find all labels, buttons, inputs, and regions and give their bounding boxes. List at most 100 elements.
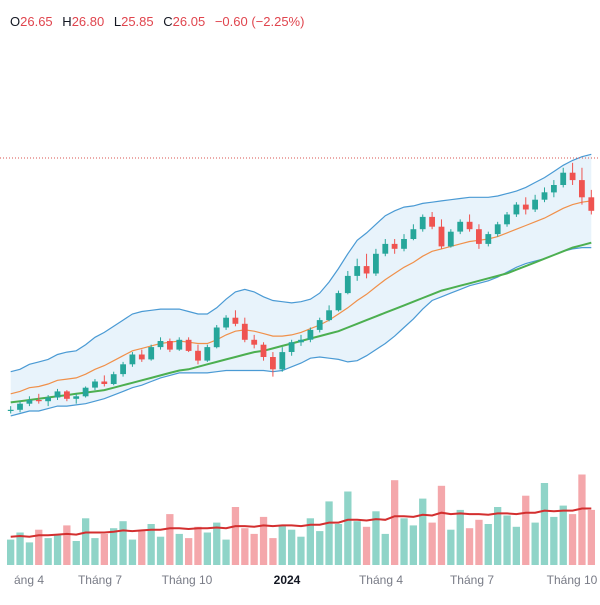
volume-bar: [409, 525, 417, 565]
candle-body: [223, 317, 229, 328]
volume-bar: [559, 505, 567, 565]
candle-body: [410, 229, 417, 239]
volume-bar: [25, 542, 34, 565]
volume-bar: [156, 536, 165, 565]
volume-bar: [185, 538, 193, 565]
candle-body: [129, 354, 136, 365]
candle-body: [176, 339, 183, 350]
volume-bar: [7, 539, 15, 565]
close-value: 26.05: [172, 14, 206, 29]
volume-ma-line: [10, 507, 592, 538]
volume-bar: [138, 531, 146, 565]
volume-bar: [587, 509, 595, 565]
candle-body: [82, 387, 89, 397]
candle-body: [307, 329, 314, 340]
bollinger-fill-area: [10, 154, 592, 416]
volume-bar: [53, 535, 62, 565]
volume-bar: [259, 516, 268, 565]
candle-body: [26, 400, 33, 404]
candle-body: [522, 204, 529, 210]
candle-body: [326, 310, 332, 321]
candle-body: [213, 327, 220, 348]
candle-body: [447, 231, 454, 247]
x-tick-label: 2024: [274, 573, 301, 587]
volume-bar: [540, 483, 549, 565]
candle-body: [391, 243, 398, 249]
candle-body: [92, 381, 98, 388]
candle-body: [344, 275, 351, 294]
candle-body: [7, 409, 14, 411]
candle-body: [35, 400, 42, 402]
candle-body: [17, 403, 23, 410]
candle-body: [251, 339, 258, 345]
candle-body: [532, 199, 538, 210]
open-label: O: [10, 14, 21, 29]
candle-body: [270, 357, 276, 370]
candle-body: [438, 226, 445, 247]
candle-body: [185, 339, 192, 351]
price-change: −0.60 (−2.25%): [214, 14, 305, 29]
candle-body: [419, 216, 426, 230]
candle-body: [167, 341, 173, 350]
candle-body: [54, 391, 61, 398]
low-label: L: [113, 14, 122, 29]
volume-bar: [391, 480, 399, 565]
x-tick-label: áng 4: [14, 573, 44, 587]
volume-bar: [213, 522, 221, 565]
volume-bar: [82, 518, 90, 565]
candle-body: [373, 253, 379, 274]
candle-body: [110, 374, 117, 384]
ohlc-legend: O26.65 H26.80 L25.85 C26.05 −0.60 (−2.25…: [10, 14, 304, 29]
volume-bar: [428, 522, 436, 565]
bollinger-lower-line: [10, 247, 592, 417]
bollinger-upper-line: [10, 153, 592, 373]
volume-bar: [578, 474, 586, 565]
candle-body: [120, 364, 126, 375]
candle-body: [298, 339, 304, 343]
x-tick-label: Tháng 7: [78, 573, 122, 587]
volume-bar: [372, 511, 380, 565]
volume-bar: [110, 528, 118, 565]
volume-bar: [550, 516, 558, 565]
candle-body: [588, 197, 595, 211]
candles: [7, 162, 595, 414]
candle-body: [513, 204, 520, 215]
volume-bar: [288, 529, 296, 565]
close-label: C: [163, 14, 173, 29]
volume-bar: [325, 501, 333, 565]
volume-bar: [91, 538, 99, 565]
candle-body: [494, 224, 501, 235]
candle-body: [260, 344, 267, 357]
x-axis: áng 4 Tháng 7 Tháng 10 2024 Tháng 4 Tháng 7 Th…: [14, 573, 598, 587]
volume-bar: [175, 533, 183, 565]
volume-bar: [344, 491, 352, 565]
candle-body: [316, 320, 323, 330]
bollinger-band-lines: [10, 153, 592, 417]
candle-body: [541, 192, 548, 200]
low-value: 25.85: [121, 14, 154, 29]
volume-bar: [512, 526, 520, 565]
candle-body: [560, 172, 567, 185]
candle-body: [45, 397, 51, 402]
volume-bar: [568, 514, 577, 565]
candle-body: [382, 243, 389, 254]
volume-bar: [456, 509, 464, 565]
open-value: 26.65: [20, 14, 53, 29]
volume-bar: [362, 526, 371, 565]
candle-body: [401, 239, 407, 249]
volume-bar: [465, 528, 474, 565]
volume-bar: [503, 515, 511, 565]
candle-body: [354, 266, 361, 276]
candle-body: [551, 185, 557, 193]
high-label: H: [62, 14, 72, 29]
candle-body: [429, 216, 435, 227]
volume-bar: [203, 532, 211, 565]
candle-body: [466, 221, 473, 230]
volume-bar: [278, 525, 286, 565]
volume-bar: [381, 533, 389, 565]
volume-bar: [419, 498, 427, 565]
volume-bar: [437, 485, 446, 565]
bollinger-band-fill: [10, 154, 592, 416]
